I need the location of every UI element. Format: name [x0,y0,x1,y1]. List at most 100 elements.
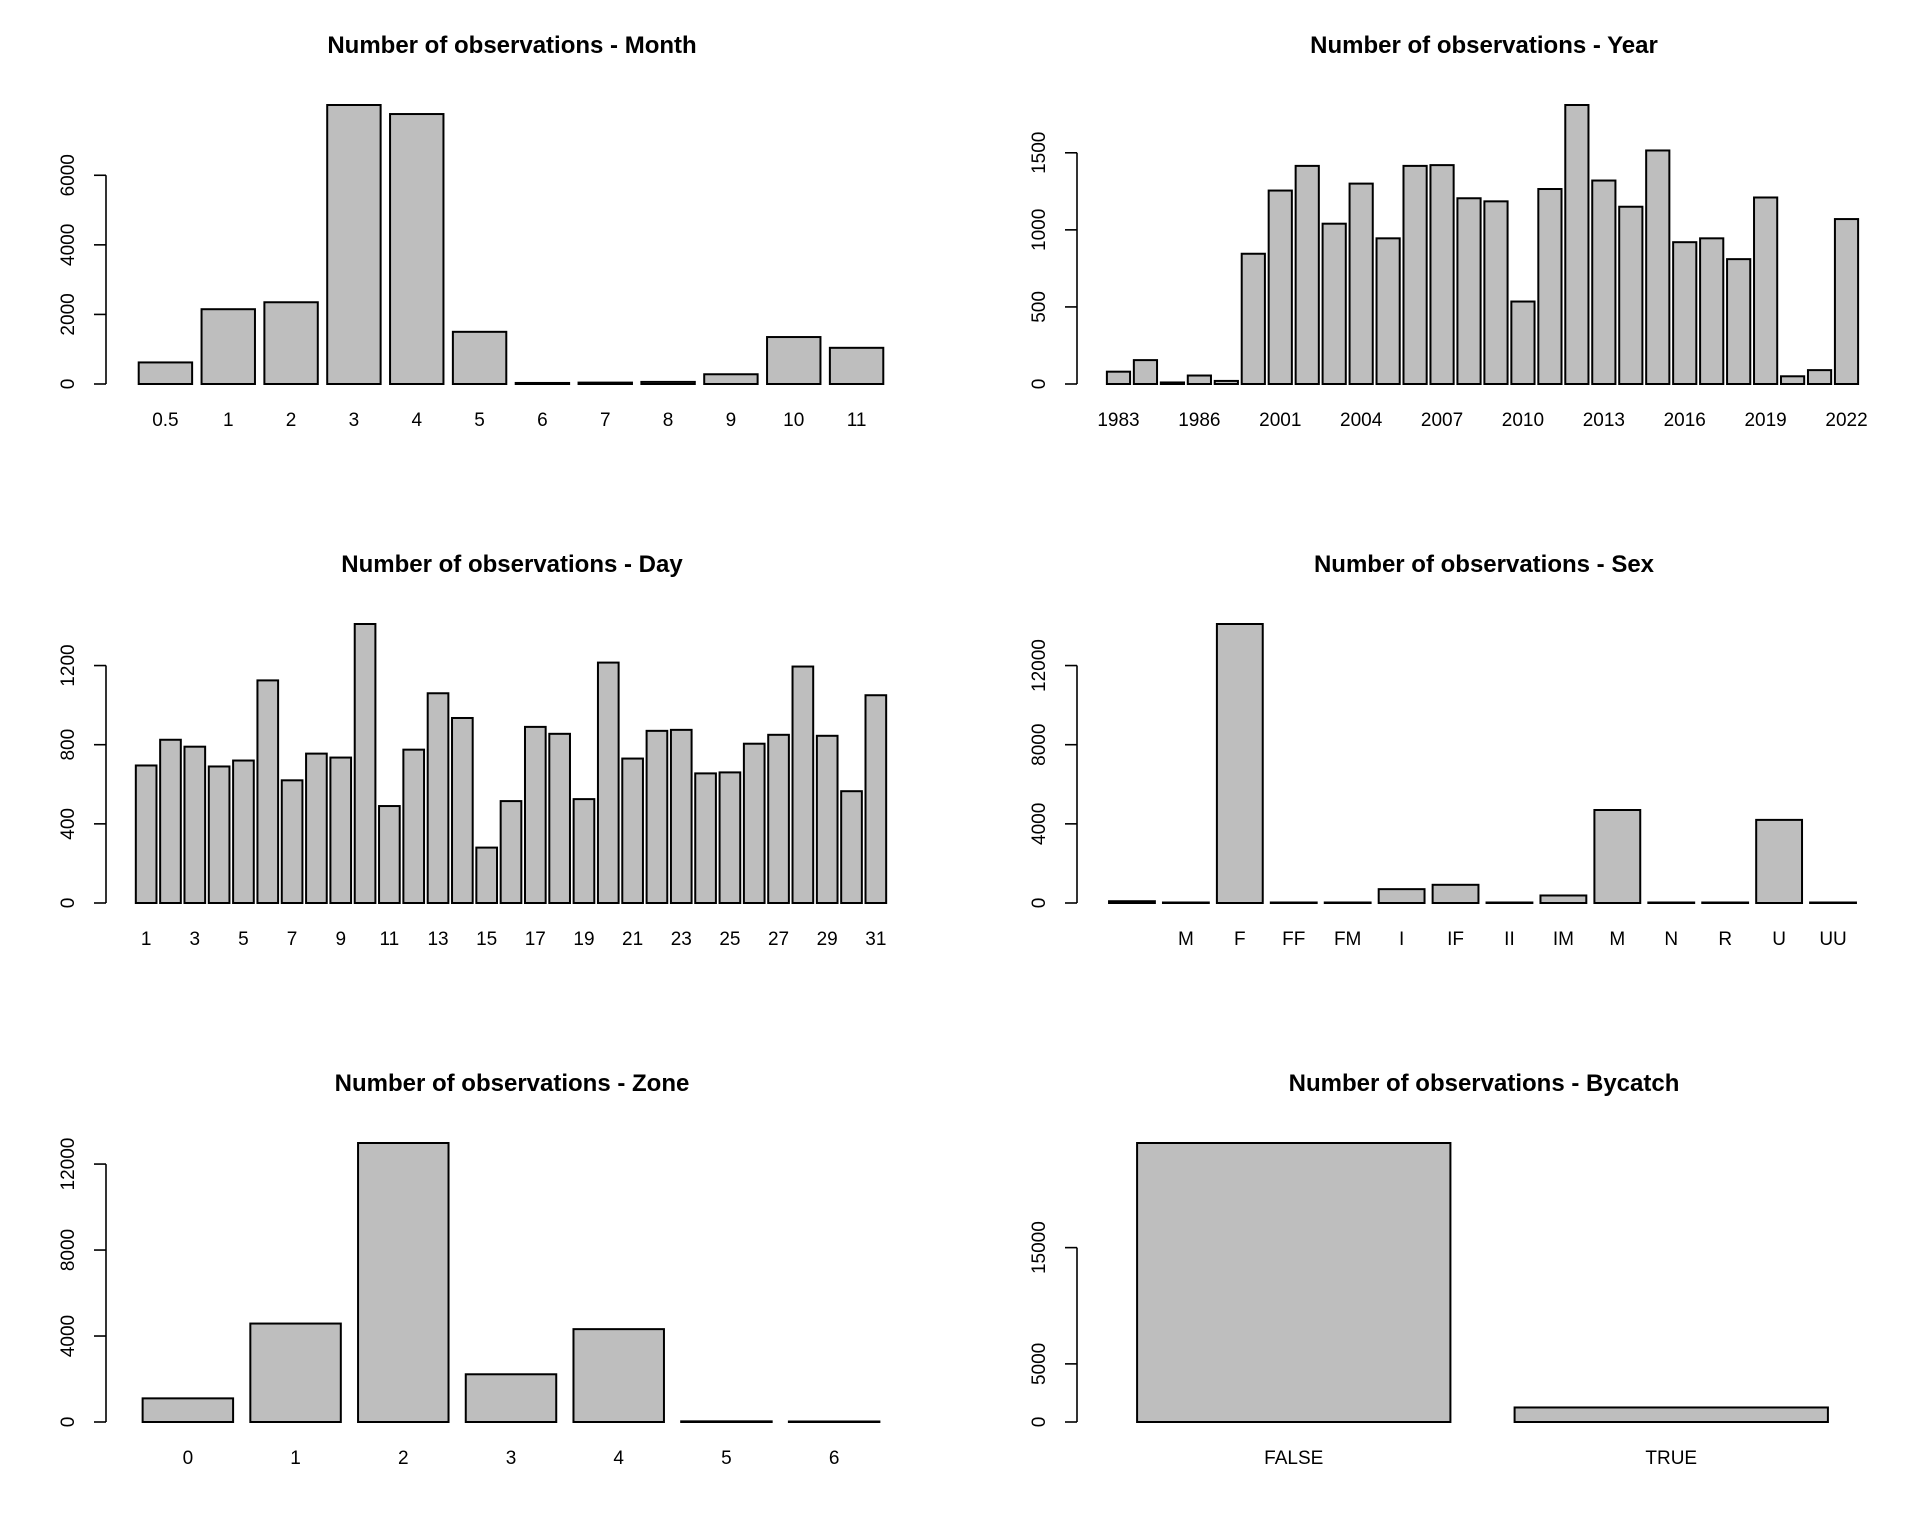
chart-title-month: Number of observations - Month [327,32,696,59]
x-tick-label-year-19: 2013 [1583,410,1625,431]
y-tick-label-year-3: 1000 [1029,209,1050,251]
x-tick-label-year-28: 2022 [1825,410,1867,431]
x-tick-label-zone-7: 6 [829,1448,840,1469]
bar-sex-6 [1377,888,1426,905]
bar-day-17 [523,725,547,905]
bar-year-26 [1779,375,1806,386]
bar-year-16 [1510,300,1536,385]
bar-day-3 [183,745,207,904]
x-tick-label-year-4: 1986 [1178,410,1220,431]
bar-day-31 [864,694,888,904]
bar-sex-8 [1485,901,1534,904]
x-tick-label-year-25: 2019 [1744,410,1786,431]
chart-title-year: Number of observations - Year [1310,32,1658,59]
bar-year-15 [1483,200,1509,385]
bar-year-20 [1618,205,1644,385]
x-tick-label-day-1: 1 [141,929,152,950]
y-tick-label-zone-1: 0 [58,1417,79,1428]
x-tick-label-zone-1: 0 [183,1448,194,1469]
bar-day-20 [596,661,620,905]
bar-year-22 [1672,241,1698,385]
bar-day-8 [305,752,328,904]
bar-year-14 [1456,197,1482,385]
x-tick-label-sex-13: U [1772,929,1786,950]
bar-year-4 [1186,374,1212,385]
panel-year: Number of observations - Year 1983 1986 20… [1029,32,1868,431]
x-tick-label-day-15: 15 [476,929,497,950]
panel-bycatch: Number of observations - Bycatch FALSE TR… [1029,1070,1829,1469]
bar-year-21 [1645,149,1671,385]
bar-year-5 [1213,379,1239,386]
x-tick-label-month-6: 5 [474,410,485,431]
y-tick-label-bycatch-1: 0 [1029,1417,1050,1428]
bar-day-9 [329,756,353,904]
bar-year-23 [1699,237,1725,385]
bar-zone-7 [787,1420,881,1423]
x-tick-label-day-13: 13 [427,929,448,950]
x-tick-label-month-5: 4 [411,410,422,431]
y-tick-label-day-2: 400 [58,808,79,840]
bar-year-11 [1375,237,1401,385]
bar-sex-9 [1539,894,1588,904]
x-tick-label-day-17: 17 [525,929,546,950]
bar-year-9 [1321,222,1347,385]
bar-year-7 [1267,189,1293,385]
x-tick-label-day-9: 9 [335,929,346,950]
y-tick-label-sex-4: 12000 [1029,639,1050,692]
bar-year-3 [1159,381,1186,385]
x-tick-label-year-7: 2001 [1259,410,1301,431]
bar-day-29 [815,734,839,904]
y-tick-label-year-4: 1500 [1029,132,1050,174]
bar-zone-1 [141,1397,235,1423]
x-tick-label-zone-5: 4 [613,1448,624,1469]
chart-title-zone: Number of observations - Zone [335,1070,690,1097]
x-tick-label-month-11: 10 [783,410,804,431]
y-tick-label-day-1: 0 [58,898,79,909]
panel-month: Number of observations - Month 0.5 1 2 3 4 5 6… [58,32,885,431]
bar-bycatch-1 [1136,1142,1452,1423]
x-tick-label-day-19: 19 [573,929,594,950]
bar-sex-5 [1323,901,1372,904]
y-tick-label-sex-1: 0 [1029,898,1050,909]
bar-day-2 [159,738,182,905]
x-tick-label-sex-12: R [1718,929,1732,950]
bar-month-11 [766,336,822,386]
x-tick-label-sex-4: FF [1282,929,1305,950]
bar-zone-4 [464,1373,558,1424]
x-tick-label-day-29: 29 [817,929,838,950]
bar-sex-12 [1701,901,1750,904]
bar-bycatch-2 [1513,1406,1829,1423]
x-tick-label-zone-3: 2 [398,1448,409,1469]
y-tick-label-zone-2: 4000 [58,1315,79,1357]
bar-sex-10 [1593,809,1642,904]
bar-sex-4 [1269,901,1318,904]
bar-day-13 [426,692,450,905]
bar-year-8 [1294,164,1320,385]
bar-sex-14 [1809,901,1857,904]
chart-title-bycatch: Number of observations - Bycatch [1289,1070,1680,1097]
x-tick-label-day-3: 3 [190,929,201,950]
x-tick-label-day-27: 27 [768,929,789,950]
panel-sex: Number of observations - Sex M F FF FM I IF II… [1029,551,1857,950]
y-tick-label-sex-2: 4000 [1029,803,1050,845]
y-tick-label-bycatch-3: 15000 [1029,1221,1050,1274]
x-tick-label-day-11: 11 [380,929,400,950]
y-tick-label-year-1: 0 [1029,379,1050,390]
x-tick-label-sex-3: F [1234,929,1246,950]
bar-day-14 [451,716,474,904]
x-tick-label-month-4: 3 [349,410,360,431]
x-tick-label-day-23: 23 [671,929,692,950]
x-tick-label-sex-2: M [1178,929,1194,950]
chart-title-sex: Number of observations - Sex [1314,551,1655,578]
y-tick-label-month-2: 2000 [58,293,79,335]
y-tick-label-month-3: 4000 [58,224,79,266]
bar-month-10 [703,373,759,386]
bar-year-12 [1402,164,1428,385]
bar-day-11 [378,805,401,904]
y-tick-label-year-2: 500 [1029,291,1050,323]
bar-day-26 [742,742,766,905]
x-tick-label-sex-11: N [1664,929,1678,950]
y-tick-label-day-4: 1200 [58,644,79,686]
y-tick-label-bycatch-2: 5000 [1029,1343,1050,1385]
